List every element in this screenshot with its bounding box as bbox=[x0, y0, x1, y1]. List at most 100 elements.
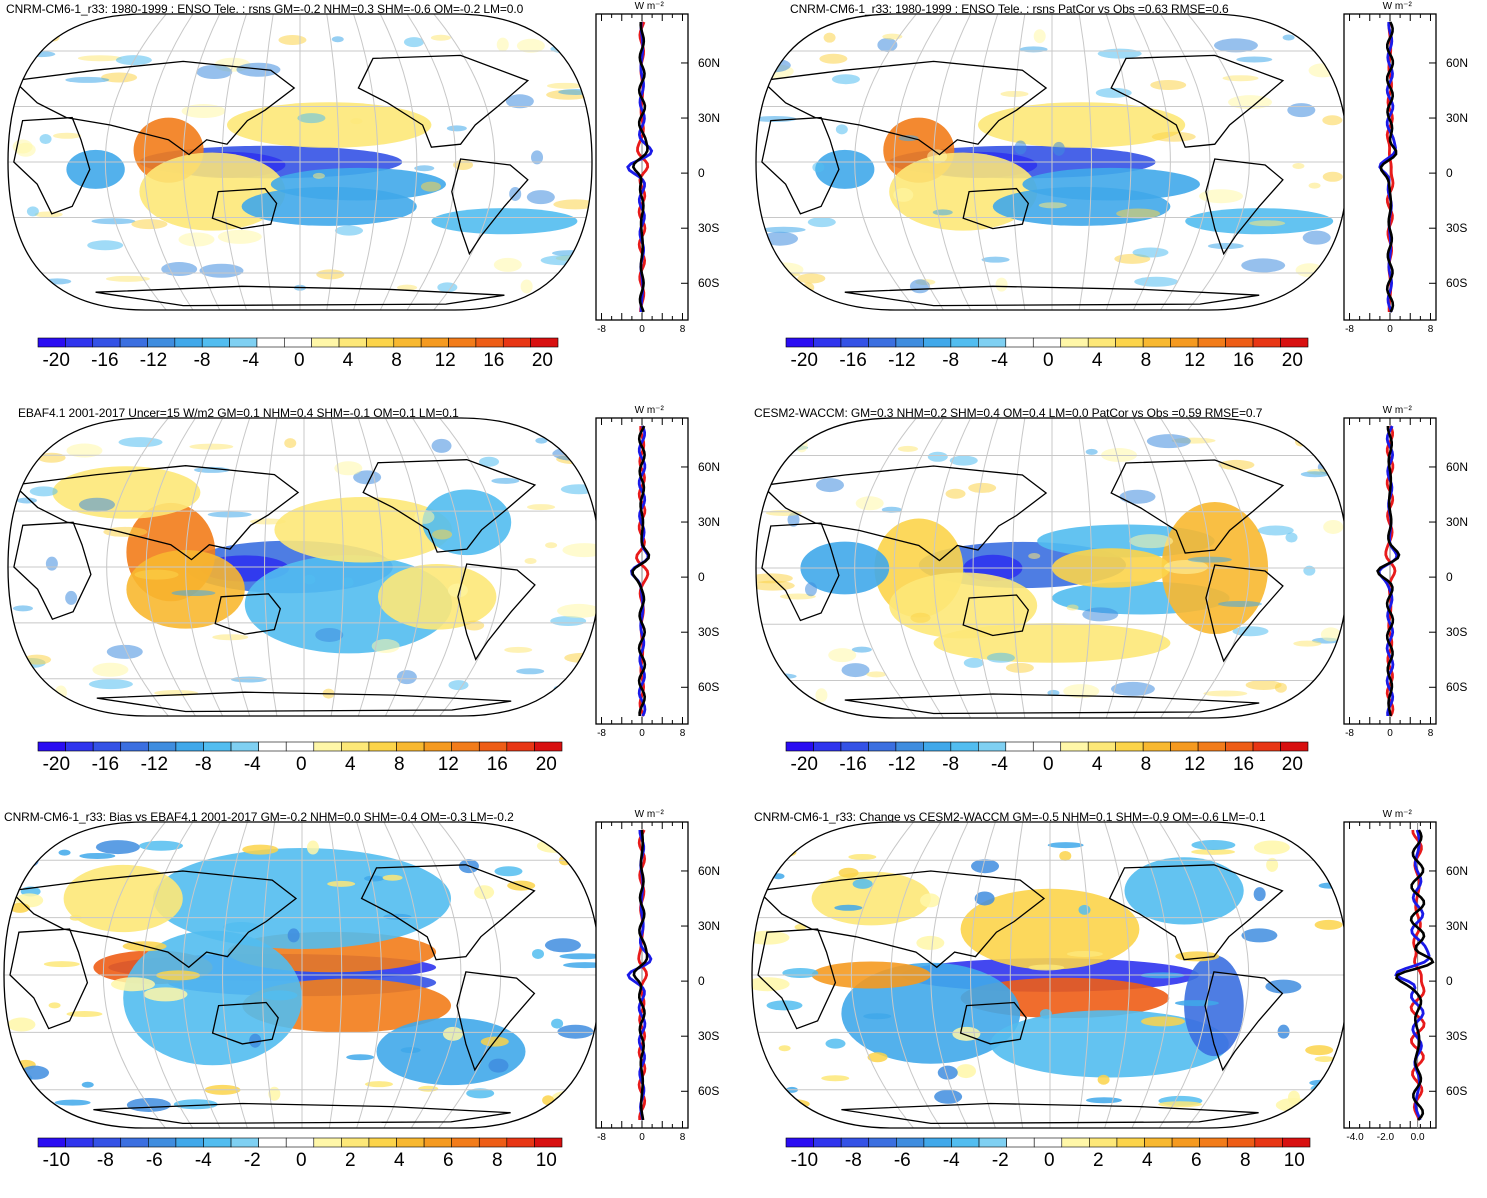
colorbar-swatch bbox=[1142, 741, 1171, 752]
field-anomaly-patch bbox=[493, 257, 522, 272]
colorbar-label: -20 bbox=[42, 754, 71, 775]
latitude-label: 30S bbox=[698, 221, 720, 236]
colorbar-label: -8 bbox=[844, 1150, 862, 1171]
field-anomaly-patch bbox=[32, 277, 45, 288]
field-anomaly-patch bbox=[1320, 270, 1341, 281]
field-anomaly-patch bbox=[437, 282, 458, 293]
field-anomaly-patch bbox=[1005, 662, 1034, 673]
field-anomaly-patch bbox=[236, 62, 281, 77]
colorbar-label: -16 bbox=[839, 754, 867, 775]
colorbar-label: -16 bbox=[839, 350, 867, 371]
field-anomaly-patch bbox=[927, 451, 948, 462]
field-anomaly-patch bbox=[553, 199, 592, 210]
colorbar-label: -12 bbox=[888, 754, 916, 775]
colorbar-label: 4 bbox=[1091, 754, 1103, 775]
colorbar-swatch bbox=[65, 1137, 94, 1148]
field-anomaly-patch bbox=[1314, 1056, 1335, 1063]
colorbar-label: -10 bbox=[42, 1150, 71, 1171]
zonal-tick-label: 8 bbox=[679, 728, 686, 739]
colorbar-swatch bbox=[868, 1137, 897, 1148]
latitude-label: 30N bbox=[1446, 515, 1469, 530]
colorbar-swatch bbox=[451, 741, 480, 752]
panel-cesm2-waccm: CESM2-WACCM: GM=0.3 NHM=0.2 SHM=0.4 OM=0… bbox=[748, 404, 1487, 794]
field-anomaly-patch bbox=[1295, 436, 1308, 447]
field-anomaly-patch bbox=[1097, 1074, 1110, 1085]
colorbar-swatch bbox=[1061, 1137, 1090, 1148]
field-anomaly-patch bbox=[418, 1085, 439, 1092]
field-anomaly-patch bbox=[12, 687, 33, 694]
field-anomaly-patch bbox=[1078, 904, 1091, 915]
field-anomaly-patch bbox=[189, 443, 234, 450]
field-anomaly-patch bbox=[1028, 964, 1065, 971]
field-anomaly-patch bbox=[37, 452, 66, 463]
zonal-tick-label: 8 bbox=[679, 324, 686, 335]
field-anomaly-patch bbox=[1287, 103, 1316, 118]
field-anomaly-patch bbox=[756, 58, 791, 73]
colorbar-swatch bbox=[1060, 741, 1089, 752]
field-anomaly-patch bbox=[181, 104, 226, 119]
field-anomaly-patch bbox=[945, 488, 966, 499]
colorbar-label: 4 bbox=[345, 754, 356, 775]
field-anomaly-patch bbox=[546, 82, 583, 89]
field-anomaly-patch bbox=[126, 1097, 171, 1112]
colorbar-label: -12 bbox=[139, 350, 168, 371]
field-anomaly-patch bbox=[766, 1000, 803, 1011]
field-anomaly-patch bbox=[464, 620, 485, 631]
field-anomaly-patch bbox=[1047, 689, 1060, 696]
field-anomaly-patch bbox=[403, 37, 424, 48]
field-anomaly-patch bbox=[1305, 1045, 1334, 1056]
field-anomaly-patch bbox=[1293, 640, 1322, 647]
field-anomaly-patch bbox=[811, 871, 931, 926]
field-anomaly-patch bbox=[430, 34, 451, 41]
field-anomaly-patch bbox=[491, 477, 520, 484]
field-anomaly-patch bbox=[1249, 220, 1286, 227]
field-anomaly-patch bbox=[1207, 243, 1244, 250]
zonal-tick-label: 8 bbox=[1427, 728, 1434, 739]
field-anomaly-patch bbox=[65, 76, 110, 83]
colorbar-swatch bbox=[923, 337, 952, 348]
field-anomaly-patch bbox=[65, 590, 78, 605]
panel-title: CNRM-CM6-1_r33: 1980-1999 : ENSO Tele. :… bbox=[6, 2, 524, 16]
field-anomaly-patch bbox=[527, 504, 556, 511]
colorbar bbox=[785, 1137, 1311, 1148]
colorbar-swatch bbox=[813, 741, 842, 752]
field-anomaly-patch bbox=[756, 116, 797, 123]
field-anomaly-patch bbox=[217, 229, 262, 244]
field-anomaly-patch bbox=[831, 74, 860, 85]
colorbar-swatch bbox=[1197, 337, 1226, 348]
coastlines bbox=[8, 864, 536, 1125]
field-anomaly-patch bbox=[1277, 1024, 1290, 1039]
latitude-label: 60N bbox=[1446, 459, 1469, 474]
colorbar-label: -8 bbox=[194, 754, 212, 775]
field-anomaly-patch bbox=[1164, 560, 1209, 575]
field-anomaly-patch bbox=[54, 1099, 91, 1106]
field-anomaly-patch bbox=[431, 438, 452, 453]
field-anomaly-patch bbox=[995, 277, 1008, 292]
map-border bbox=[3, 821, 601, 1129]
field-anomaly-patch bbox=[551, 250, 588, 257]
latitude-label: 30S bbox=[1446, 1029, 1468, 1044]
field-anomaly-patch bbox=[893, 187, 914, 202]
field-anomaly-patch bbox=[897, 445, 918, 452]
colorbar-label: 8 bbox=[391, 350, 402, 371]
zonal-mean-plot bbox=[1343, 821, 1437, 1129]
field-anomaly-patch bbox=[1033, 29, 1046, 44]
field-anomaly-patch bbox=[520, 279, 533, 294]
field-anomaly-patch bbox=[752, 1097, 792, 1112]
colorbar-swatch bbox=[1005, 741, 1034, 752]
latitude-label: 30N bbox=[698, 919, 721, 934]
field-anomaly-patch bbox=[1063, 684, 1100, 699]
field-anomaly-patch bbox=[103, 526, 148, 537]
field-anomaly-patch bbox=[193, 466, 230, 473]
colorbar-swatch bbox=[1280, 337, 1309, 348]
colorbar-label: -2 bbox=[991, 1150, 1009, 1171]
map-figure bbox=[7, 417, 689, 752]
map-field bbox=[8, 14, 592, 310]
field-anomaly-patch bbox=[1317, 845, 1346, 856]
units-label: W m⁻² bbox=[1382, 1, 1412, 12]
field-anomaly-patch bbox=[494, 866, 523, 877]
latitude-label: 30S bbox=[698, 1029, 720, 1044]
colorbar-swatch bbox=[258, 1137, 287, 1148]
colorbar-label: 0 bbox=[294, 350, 305, 371]
field-anomaly-patch bbox=[545, 542, 558, 549]
